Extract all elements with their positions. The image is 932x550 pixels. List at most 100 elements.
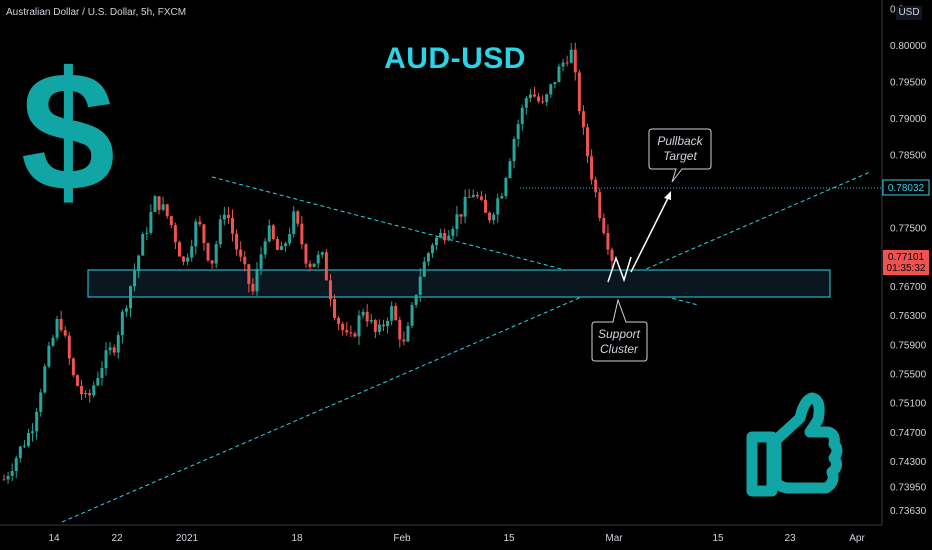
candle-body: [304, 244, 308, 264]
x-tick-label: 2021: [176, 533, 199, 544]
x-axis-ticks: 14 22 2021 18 Feb 15 Mar 15 23 Apr: [48, 533, 865, 544]
candle-body: [439, 232, 443, 238]
candle-body: [610, 249, 614, 261]
candle-body: [296, 211, 300, 224]
candle-body: [569, 49, 573, 63]
chart-headline: AUD-USD: [384, 42, 526, 75]
candle-body: [545, 94, 549, 103]
candle-body: [75, 375, 79, 387]
candle-body: [292, 211, 296, 235]
candle-body: [369, 319, 373, 322]
candle-body: [198, 221, 202, 225]
x-tick-label: 15: [712, 533, 724, 544]
candle-body: [43, 366, 47, 393]
candle-body: [182, 256, 186, 262]
x-tick-label: Feb: [393, 533, 411, 544]
support-zone[interactable]: [87, 269, 831, 298]
pullback-arrow: [630, 195, 670, 273]
candle-body: [602, 217, 606, 234]
candle-body: [279, 246, 283, 250]
pullback-target-price-tag: 0.78032: [882, 179, 930, 196]
candle-body: [537, 96, 541, 102]
candle-body: [557, 66, 561, 83]
candle-body: [581, 111, 585, 128]
candle-body: [226, 214, 230, 218]
candle-body: [398, 320, 402, 340]
y-tick-label: 0.75100: [890, 399, 927, 410]
candle-body: [35, 411, 39, 432]
candle-body: [80, 386, 84, 395]
candle-body: [467, 196, 471, 198]
candle-body: [22, 445, 26, 447]
y-tick-label: 0.74700: [890, 428, 927, 439]
candle-body: [430, 245, 434, 254]
candle-body: [524, 98, 528, 108]
x-tick-label: 22: [111, 533, 123, 544]
candle-body: [275, 238, 279, 250]
x-tick-label: 15: [503, 533, 515, 544]
pullback-label-1: Pullback: [657, 134, 703, 148]
candle-body: [484, 199, 488, 213]
candle-body: [594, 179, 598, 193]
candle-body: [500, 196, 504, 199]
last-price-text: 0.77101: [888, 252, 925, 263]
candle-body: [6, 475, 10, 480]
candle-body: [128, 286, 132, 309]
y-tick-label: 0.79500: [890, 78, 927, 89]
currency-button[interactable]: USD: [896, 6, 922, 20]
candle-body: [492, 214, 496, 221]
candle-body: [235, 233, 239, 250]
candle-body: [39, 392, 43, 412]
candle-body: [455, 214, 459, 229]
candle-body: [508, 161, 512, 178]
y-tick-label: 0.73630: [890, 506, 927, 517]
candle-body: [373, 319, 377, 332]
candle-body: [320, 252, 324, 255]
candle-body: [324, 252, 328, 281]
support-label-1: Support: [598, 327, 641, 341]
y-tick-label: 0.74300: [890, 457, 927, 468]
candle-body: [496, 198, 500, 215]
dollar-sign-icon: $: [21, 37, 116, 227]
candle-body: [67, 335, 71, 359]
candle-body: [173, 225, 177, 243]
candle-body: [426, 253, 430, 262]
candle-body: [96, 378, 100, 386]
y-tick-label: 0.75500: [890, 370, 927, 381]
candle-body: [59, 318, 63, 331]
candle-body: [504, 177, 508, 197]
candle-body: [165, 204, 169, 217]
candle-body: [271, 225, 275, 239]
candle-body: [206, 243, 210, 261]
candle-body: [553, 82, 557, 85]
zigzag-projection: [607, 255, 632, 283]
svg-text:$: $: [21, 37, 116, 227]
candle-body: [267, 225, 271, 242]
y-tick-label: 0.79000: [890, 114, 927, 125]
candle-body: [406, 325, 410, 342]
pullback-callout: Pullback Target: [648, 128, 712, 183]
x-tick-label: 18: [291, 533, 303, 544]
candle-body: [84, 392, 88, 395]
candle-body: [316, 254, 320, 264]
candle-body: [377, 324, 381, 332]
candle-body: [361, 311, 365, 316]
candle-body: [512, 139, 516, 162]
candle-body: [26, 433, 30, 446]
y-tick-label: 0.80000: [890, 41, 927, 52]
candle-body: [190, 246, 194, 258]
target-price-text: 0.78032: [888, 183, 925, 194]
candle-body: [549, 84, 553, 95]
candle-body: [561, 62, 565, 67]
candle-body: [92, 385, 96, 396]
pullback-label-2: Target: [663, 149, 697, 163]
candlestick-series: [2, 42, 614, 484]
y-tick-label: 0.77500: [890, 224, 927, 235]
candle-body: [365, 311, 369, 322]
candle-body: [169, 216, 173, 226]
candle-body: [161, 204, 165, 210]
candle-body: [573, 49, 577, 73]
candle-body: [312, 263, 316, 267]
candle-body: [210, 260, 214, 264]
